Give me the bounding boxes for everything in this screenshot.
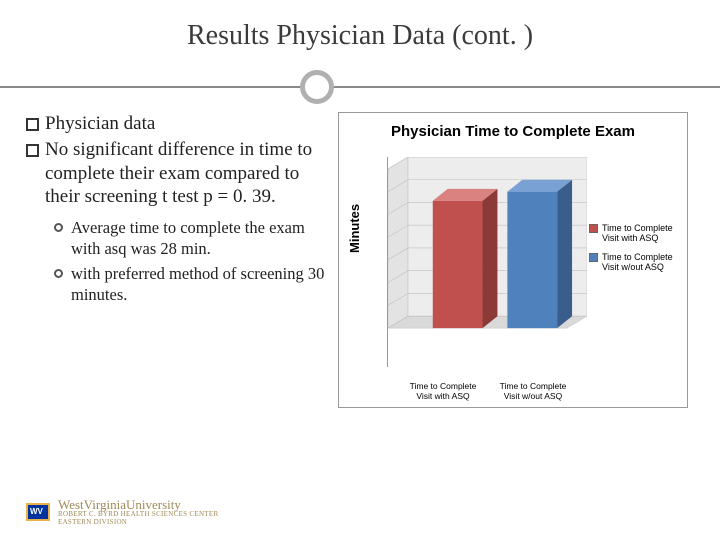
bullet-text: Physician data: [45, 112, 155, 136]
circle-bullet-icon: [54, 223, 63, 232]
bullet-item: No significant difference in time to com…: [26, 138, 328, 209]
chart-x-category: Time to Complete Visit with ASQ: [401, 382, 485, 401]
divider-ring-icon: [300, 70, 334, 104]
square-bullet-icon: [26, 144, 39, 157]
sub-bullet-text: with preferred method of screening 30 mi…: [71, 263, 328, 305]
sub-bullet-text: Average time to complete the exam with a…: [71, 217, 328, 259]
bullet-text: No significant difference in time to com…: [45, 138, 328, 209]
chart-x-category: Time to Complete Visit w/out ASQ: [491, 382, 575, 401]
circle-bullet-icon: [54, 269, 63, 278]
divider-line: [0, 86, 720, 88]
wv-flag-icon: [26, 503, 50, 521]
legend-item: Time to Complete Visit w/out ASQ: [589, 252, 681, 273]
page-title: Results Physician Data (cont. ): [0, 20, 720, 52]
square-bullet-icon: [26, 118, 39, 131]
title-area: Results Physician Data (cont. ): [0, 0, 720, 60]
chart-column: Physician Time to Complete Exam Minutes: [338, 112, 688, 408]
chart-title: Physician Time to Complete Exam: [339, 123, 687, 140]
bar-chart-svg: 0 5 10 15 20 25 30 35: [388, 157, 587, 366]
legend-item: Time to Complete Visit with ASQ: [589, 223, 681, 244]
footer-university: WestVirginiaUniversity: [58, 498, 218, 512]
sub-bullet-item: with preferred method of screening 30 mi…: [54, 263, 328, 305]
divider: [0, 68, 720, 108]
chart-y-axis-label: Minutes: [347, 204, 362, 253]
sub-bullet-item: Average time to complete the exam with a…: [54, 217, 328, 259]
legend-swatch-icon: [589, 253, 598, 262]
footer-line2: EASTERN DIVISION: [58, 519, 218, 526]
legend-label: Time to Complete Visit with ASQ: [602, 223, 681, 244]
text-column: Physician data No significant difference…: [26, 112, 328, 408]
chart-plot-area: 0 5 10 15 20 25 30 35: [387, 157, 587, 367]
footer-text: WestVirginiaUniversity ROBERT C. BYRD HE…: [58, 498, 218, 526]
chart-legend: Time to Complete Visit with ASQ Time to …: [589, 223, 681, 280]
chart-container: Physician Time to Complete Exam Minutes: [338, 112, 688, 408]
footer: WestVirginiaUniversity ROBERT C. BYRD HE…: [26, 498, 218, 526]
bullet-item: Physician data: [26, 112, 328, 136]
legend-swatch-icon: [589, 224, 598, 233]
legend-label: Time to Complete Visit w/out ASQ: [602, 252, 681, 273]
